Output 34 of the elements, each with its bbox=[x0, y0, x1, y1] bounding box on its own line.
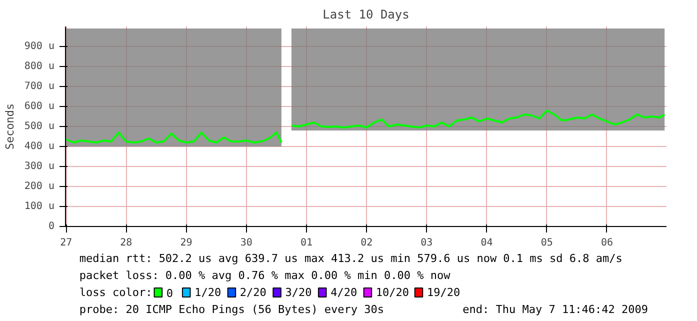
text: probe: 20 ICMP Echo Pings (56 Bytes) every 30s bbox=[79, 303, 384, 316]
x-tick-label: 01 bbox=[300, 238, 313, 248]
legend-label: 19/20 bbox=[426, 286, 460, 299]
chart-title: Last 10 Days bbox=[322, 8, 410, 22]
text: median rtt: 502.2 us avg 639.7 us max 413.2 us min 579.6 us now 0.1 ms sd 6.8 am/s bbox=[79, 252, 622, 265]
legend-title: loss color: bbox=[79, 286, 152, 299]
x-tick-label: 03 bbox=[420, 238, 433, 248]
y-tick-label: 200 u bbox=[24, 181, 55, 192]
legend-label: 3/20 bbox=[285, 286, 312, 299]
legend-label: 1/20 bbox=[194, 286, 222, 299]
text: packet loss: 0.00 % avg 0.76 % max 0.00 % min 0.00 % now bbox=[79, 269, 451, 282]
y-tick-label: 800 u bbox=[24, 61, 55, 72]
x-tick-label: 29 bbox=[180, 238, 192, 248]
x-tick-label: 06 bbox=[600, 238, 614, 248]
y-tick-label: 300 u bbox=[24, 161, 55, 172]
x-tick-label: 30 bbox=[240, 238, 252, 248]
legend-label: 0 bbox=[166, 287, 173, 300]
legend-label: 10/20 bbox=[376, 286, 410, 299]
y-tick-label: 500 u bbox=[24, 121, 55, 132]
text: end: Thu May 7 11:46:42 2009 bbox=[462, 303, 648, 316]
y-tick-label: 100 u bbox=[24, 201, 55, 212]
y-tick-label: 700 u bbox=[24, 81, 55, 92]
y-axis-title: Seconds bbox=[3, 103, 16, 150]
legend-label: 2/20 bbox=[240, 286, 266, 299]
y-tick-label: 600 u bbox=[24, 101, 55, 112]
y-tick-label: 0 bbox=[48, 221, 55, 232]
legend-label: 4/20 bbox=[330, 286, 358, 299]
x-tick-label: 02 bbox=[360, 238, 373, 248]
x-tick-label: 04 bbox=[480, 238, 493, 248]
x-tick-label: 27 bbox=[60, 238, 72, 248]
x-tick-label: 28 bbox=[120, 238, 132, 248]
y-tick-label: 900 u bbox=[24, 41, 55, 52]
y-tick-label: 400 u bbox=[24, 141, 55, 152]
x-tick-label: 05 bbox=[540, 238, 553, 248]
